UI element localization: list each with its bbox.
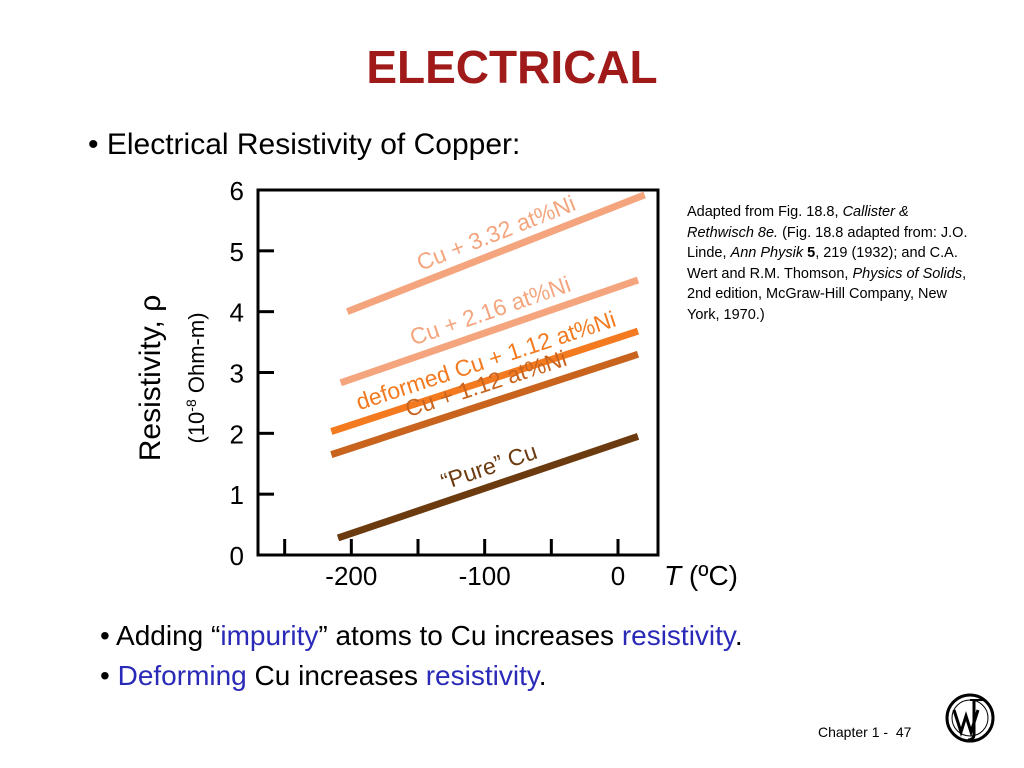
bullet-text: . bbox=[734, 620, 743, 651]
citation-volume: 5 bbox=[803, 245, 816, 261]
y-tick-label: 2 bbox=[230, 419, 244, 449]
bullet-text: Electrical Resistivity of Copper: bbox=[106, 128, 521, 161]
y-tick-label: 0 bbox=[230, 541, 244, 571]
keyword-impurity: impurity bbox=[220, 620, 319, 651]
series-line bbox=[330, 327, 640, 435]
keyword-resistivity: resistivity bbox=[425, 660, 539, 691]
axis-ticks: 0 1 2 3 4 5 6 -200 -100 0 bbox=[230, 176, 626, 591]
bullet-text: ” atoms to Cu increases bbox=[318, 620, 622, 651]
y-tick-label: 1 bbox=[230, 480, 244, 510]
bullet-symbol: • bbox=[100, 660, 110, 691]
citation-text: (Fig. 18.8 adapted from: J.O. Linde, bbox=[687, 224, 968, 262]
y-axis-label: Resistivity, ρ (10-8 Ohm-m) bbox=[134, 295, 209, 462]
bullet-resistivity-copper: • Electrical Resistivity of Copper: bbox=[88, 128, 520, 162]
keyword-resistivity: resistivity bbox=[621, 620, 735, 651]
series-line bbox=[339, 276, 640, 387]
keyword-deforming: Deforming bbox=[117, 660, 247, 691]
bullet-symbol: • bbox=[88, 128, 99, 161]
citation-text: , 2nd edition, McGraw-Hill Company, New … bbox=[687, 265, 967, 323]
bullet-deforming: • Deforming Cu increases resistivity. bbox=[100, 660, 547, 692]
x-tick-label: -100 bbox=[459, 561, 511, 591]
series-line bbox=[330, 350, 640, 458]
series-lines bbox=[330, 191, 646, 542]
footer-chapter: Chapter 1 - bbox=[818, 724, 889, 740]
slide-title: ELECTRICAL bbox=[366, 41, 658, 93]
page-number: 47 bbox=[895, 724, 912, 740]
x-axis-label: T (ºC) bbox=[664, 560, 738, 591]
y-axis-title: Resistivity, ρ bbox=[134, 295, 167, 462]
citation-text: Adapted from Fig. 18.8, bbox=[687, 204, 843, 220]
citation-text: , 219 (1932); and C.A. Wert and R.M. Tho… bbox=[687, 245, 958, 282]
series-line bbox=[336, 433, 640, 542]
y-tick-label: 4 bbox=[230, 298, 244, 328]
figure-citation: Adapted from Fig. 18.8, Callister & Reth… bbox=[687, 202, 972, 325]
y-tick-label: 3 bbox=[230, 359, 244, 389]
y-tick-label: 5 bbox=[230, 237, 244, 267]
series-line bbox=[346, 191, 646, 315]
bullet-text: Adding “ bbox=[116, 620, 221, 651]
x-tick-label: 0 bbox=[611, 561, 625, 591]
x-axis-title: T (ºC) bbox=[664, 560, 738, 591]
footer: Chapter 1 - 47 bbox=[818, 724, 911, 740]
citation-book: Callister & Rethwisch 8e. bbox=[687, 204, 909, 241]
x-tick-label: -200 bbox=[325, 561, 377, 591]
publisher-logo-icon bbox=[945, 693, 995, 743]
y-axis-unit: (10-8 Ohm-m) bbox=[183, 312, 209, 443]
y-tick-label: 6 bbox=[230, 176, 244, 206]
bullet-symbol: • bbox=[100, 620, 110, 651]
bullet-impurity: • Adding “impurity” atoms to Cu increase… bbox=[100, 620, 743, 652]
bullet-text: Cu increases bbox=[246, 660, 426, 691]
bullet-text: . bbox=[538, 660, 547, 691]
citation-book: Physics of Solids bbox=[852, 265, 963, 282]
citation-journal: Ann Physik bbox=[730, 245, 804, 261]
